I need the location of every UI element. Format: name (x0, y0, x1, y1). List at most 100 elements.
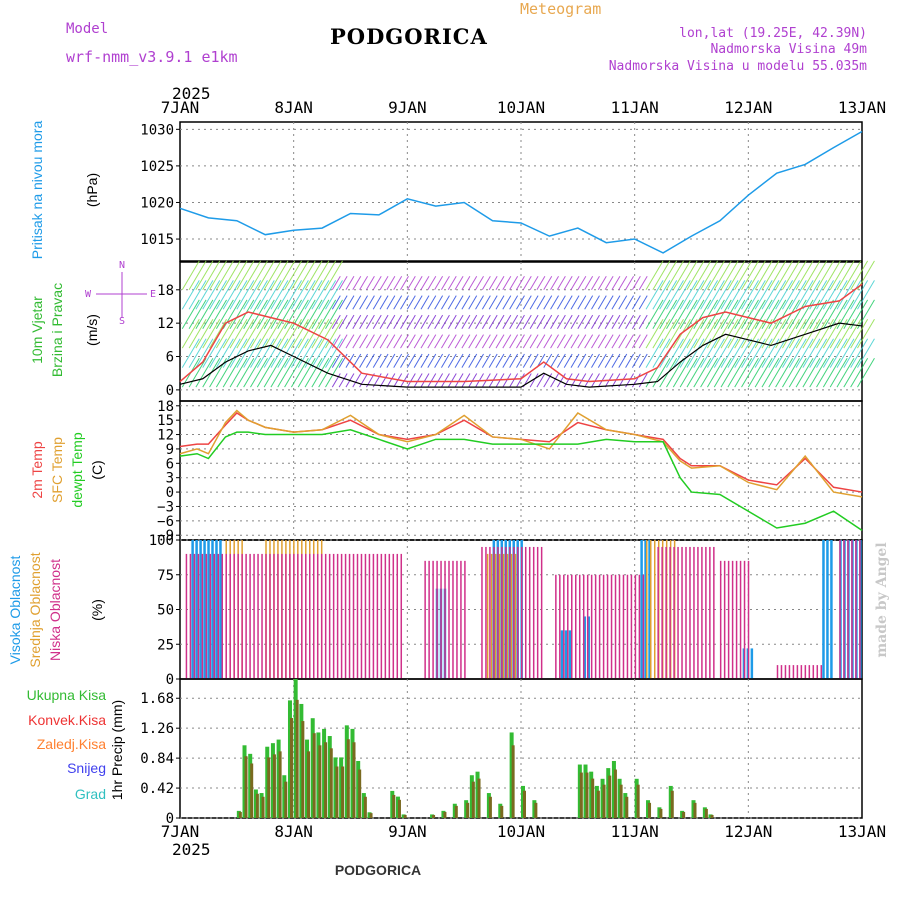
wind-arrow (400, 275, 409, 291)
wind-arrow (713, 260, 732, 291)
wind-arrow (857, 357, 875, 388)
cloud-bar-0 (203, 540, 206, 679)
wind-arrow (768, 357, 787, 388)
wind-arrow (782, 357, 800, 388)
wind-arrow (788, 319, 807, 349)
cloud-bar-2 (233, 553, 235, 679)
cloud-bar-2 (324, 553, 327, 679)
wind-arrow (741, 338, 759, 368)
precip-bar-conv (511, 745, 515, 818)
wind-arrow (209, 260, 227, 291)
cloud-bar-2 (444, 560, 446, 679)
wind-arrow (706, 338, 725, 368)
wind-arrow (250, 280, 268, 310)
wind-arrow (406, 275, 416, 291)
wind-arrow (577, 353, 587, 368)
wind-arrow (468, 334, 478, 349)
wind-arrow (277, 319, 296, 349)
cloud-bar-2 (697, 546, 699, 679)
wind-arrow (550, 373, 559, 388)
wind-arrow (393, 353, 403, 368)
wind-arrow (256, 319, 275, 349)
wind-arrow (652, 319, 671, 349)
wind-arrow (802, 260, 821, 291)
wind-arrow (304, 357, 323, 388)
wind-arrow (706, 319, 725, 349)
wind-arrow (666, 299, 684, 329)
direction-key-e: E (150, 289, 156, 300)
cloud-bar-0 (564, 630, 568, 679)
wind-arrow (229, 299, 248, 329)
cloud-bar-0 (826, 540, 829, 679)
cloud-bar-2 (567, 574, 569, 679)
wind-arrow (516, 295, 525, 310)
wind-arrow (591, 275, 600, 291)
cloud-bar-2 (257, 553, 259, 679)
wind-arrow (816, 319, 834, 349)
cloud-bar-2 (481, 546, 483, 679)
precip-bar-conv (471, 781, 475, 818)
wind-arrow (454, 314, 464, 329)
wind-arrow (318, 338, 337, 368)
wind-arrow (502, 314, 512, 329)
wind-arrow (195, 280, 214, 310)
wind-arrow (250, 260, 268, 291)
wind-arrow (468, 275, 478, 291)
wind-arrow (741, 299, 759, 329)
wind-arrow (222, 319, 241, 349)
wind-arrow (522, 334, 532, 349)
cloud-bar-2 (340, 553, 343, 679)
cloud-bar-2 (436, 560, 438, 679)
wind-arrow (584, 373, 594, 388)
wind-arrow (522, 295, 532, 310)
wind-arrow (686, 338, 705, 368)
cloud-bar-2 (285, 553, 287, 679)
wind-arrow (822, 357, 841, 388)
precip-bar-conv (284, 781, 288, 818)
wind-arrow (686, 319, 705, 349)
wind-arrow (270, 280, 289, 310)
y-tick-label: 1020 (140, 195, 174, 211)
wind-arrow (243, 338, 262, 368)
cloud-bar-2 (372, 553, 375, 679)
precip-bar-conv (341, 766, 345, 818)
cloud-bar-2 (509, 546, 511, 679)
wind-arrow (447, 314, 457, 329)
precip-bar-conv (255, 793, 259, 818)
cloud-bar-0 (207, 540, 210, 679)
wind-arrow (352, 275, 362, 291)
wind-arrow (461, 295, 471, 310)
model-elevation-label: Nadmorska Visina u modelu 55.035m (609, 59, 867, 74)
wind-arrow (297, 357, 316, 388)
wind-arrow (727, 338, 746, 368)
top-time-label: 10JAN (497, 98, 545, 117)
wind-arrow (631, 373, 641, 388)
cloud-bar-2 (517, 546, 519, 679)
wind-arrow (850, 338, 869, 368)
y-tick-label: 1.26 (140, 721, 174, 737)
precip-bar-conv (585, 772, 589, 818)
cloud-bar-2 (205, 553, 208, 679)
wind-arrow (645, 338, 664, 368)
wind-arrow (782, 260, 800, 291)
wind-arrow (202, 260, 221, 291)
y-tick-label: 15 (157, 413, 174, 429)
wind-arrow (570, 314, 580, 329)
wind-arrow (509, 334, 519, 349)
y-tick-label: 12 (157, 428, 174, 444)
wind-arrow (529, 353, 539, 368)
wind-arrow (277, 280, 296, 310)
cloud-bar-2 (241, 553, 243, 679)
cloud-bar-2 (332, 553, 335, 679)
wind-arrow (481, 295, 491, 310)
wind-arrow (741, 280, 759, 310)
cloud-bar-2 (217, 553, 220, 679)
cloud-bar-2 (606, 574, 609, 679)
wind-arrow (597, 295, 607, 310)
y-tick-label: 6 (166, 456, 174, 472)
wind-arrow (290, 260, 309, 291)
wind-arrow (365, 275, 375, 291)
wind-arrow (495, 275, 505, 291)
cloud-ylabel-low: Niska Oblacnost (47, 559, 63, 661)
